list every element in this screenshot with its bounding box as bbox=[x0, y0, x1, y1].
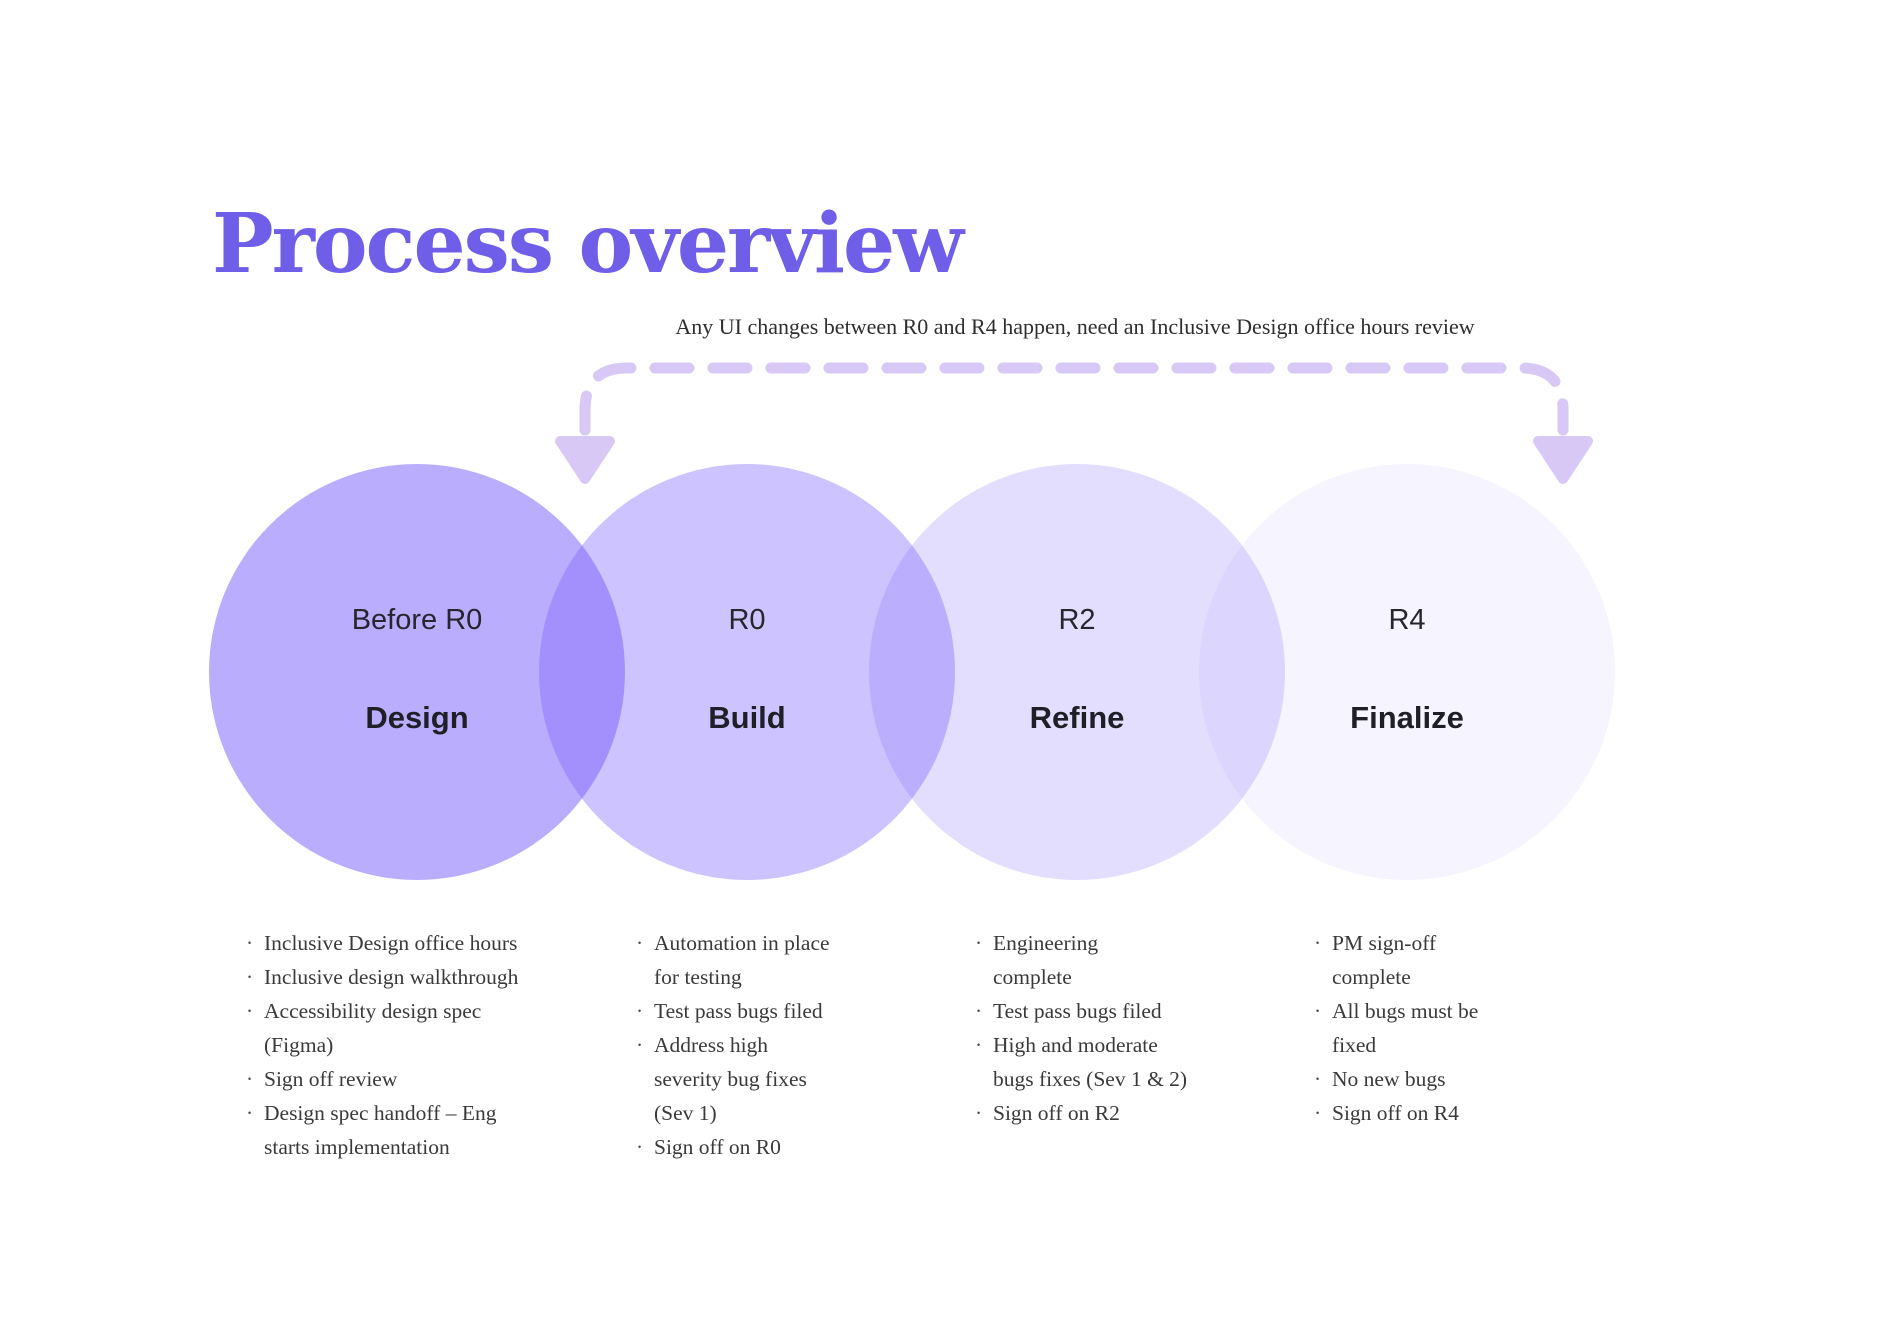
bullet-icon: · bbox=[246, 999, 254, 1023]
bullet-icon: · bbox=[636, 999, 644, 1023]
checklist-item-text: Accessibility design spec (Figma) bbox=[264, 999, 482, 1057]
checklist-item: · Sign off on R0 bbox=[636, 1130, 876, 1164]
stage-code-label: Before R0 bbox=[351, 604, 483, 636]
stage-name-label: Finalize bbox=[1350, 700, 1464, 735]
checklist-item: · High and moderate bugs fixes (Sev 1 & 2… bbox=[975, 1028, 1235, 1096]
checklist-item: · Design spec handoff – Eng starts implem… bbox=[246, 1096, 576, 1164]
checklist-item-text: Sign off on R0 bbox=[654, 1135, 781, 1159]
checklist-item: · Test pass bugs filed bbox=[975, 994, 1235, 1028]
checklist-item: · All bugs must be fixed bbox=[1314, 994, 1534, 1062]
checklist-item: · Inclusive Design office hours bbox=[246, 926, 576, 960]
checklist-item-text: Sign off review bbox=[264, 1067, 398, 1091]
checklist-item: · Sign off review bbox=[246, 1062, 576, 1096]
checklist-item-text: Engineering complete bbox=[993, 931, 1099, 989]
bullet-icon: · bbox=[975, 931, 983, 955]
checklist-item: · Sign off on R4 bbox=[1314, 1096, 1534, 1130]
checklist-item-text: Address high severity bug fixes (Sev 1) bbox=[654, 1033, 807, 1125]
stage-name-label: Build bbox=[708, 700, 786, 735]
checklist-item: · No new bugs bbox=[1314, 1062, 1534, 1096]
checklist-item-text: Inclusive design walkthrough bbox=[264, 965, 519, 989]
stage-checklist-finalize: · PM sign-off complete · All bugs must be … bbox=[1314, 926, 1534, 1130]
venn-circle-r2 bbox=[869, 464, 1285, 880]
bullet-icon: · bbox=[246, 931, 254, 955]
checklist-item-text: PM sign-off complete bbox=[1332, 931, 1437, 989]
bullet-icon: · bbox=[636, 931, 644, 955]
checklist-item: · Address high severity bug fixes (Sev 1) bbox=[636, 1028, 876, 1130]
bullet-icon: · bbox=[975, 1101, 983, 1125]
checklist-item: · Automation in place for testing bbox=[636, 926, 876, 994]
checklist-item-text: No new bugs bbox=[1332, 1067, 1446, 1091]
checklist-item: · Inclusive design walkthrough bbox=[246, 960, 576, 994]
checklist-item-text: Test pass bugs filed bbox=[993, 999, 1162, 1023]
stage-code-label: R0 bbox=[728, 604, 766, 636]
checklist-item: · Sign off on R2 bbox=[975, 1096, 1235, 1130]
stage-checklist-refine: · Engineering complete · Test pass bugs fi… bbox=[975, 926, 1235, 1130]
bullet-icon: · bbox=[1314, 1067, 1322, 1091]
bullet-icon: · bbox=[246, 1067, 254, 1091]
bullet-icon: · bbox=[636, 1033, 644, 1057]
bullet-icon: · bbox=[1314, 931, 1322, 955]
bullet-icon: · bbox=[636, 1135, 644, 1159]
stage-checklist-build: · Automation in place for testing · Test p… bbox=[636, 926, 876, 1164]
checklist-item: · Engineering complete bbox=[975, 926, 1235, 994]
bullet-icon: · bbox=[1314, 1101, 1322, 1125]
stage-name-label: Refine bbox=[1029, 700, 1125, 735]
bullet-icon: · bbox=[1314, 999, 1322, 1023]
venn-circle-r4 bbox=[1199, 464, 1615, 880]
checklist-item-text: Test pass bugs filed bbox=[654, 999, 823, 1023]
dashed-connector-line bbox=[579, 362, 1569, 436]
stage-code-label: R2 bbox=[1058, 604, 1096, 636]
annotation-text: Any UI changes between R0 and R4 happen,… bbox=[675, 314, 1475, 339]
stage-name-label: Design bbox=[365, 700, 469, 735]
arrow-down-icon bbox=[1533, 436, 1593, 484]
arrow-down-icon bbox=[555, 436, 615, 484]
checklist-item-text: Inclusive Design office hours bbox=[264, 931, 518, 955]
bullet-icon: · bbox=[975, 999, 983, 1023]
venn-circle-before-r0 bbox=[209, 464, 625, 880]
checklist-item-text: Design spec handoff – Eng starts impleme… bbox=[264, 1101, 497, 1159]
checklist-item: · PM sign-off complete bbox=[1314, 926, 1534, 994]
page-title: Process overview bbox=[212, 195, 964, 292]
checklist-item-text: Automation in place for testing bbox=[654, 931, 830, 989]
stage-checklist-design: · Inclusive Design office hours · Inclusiv… bbox=[246, 926, 576, 1164]
checklist-item-text: Sign off on R2 bbox=[993, 1101, 1120, 1125]
checklist-item: · Accessibility design spec (Figma) bbox=[246, 994, 576, 1062]
checklist-item: · Test pass bugs filed bbox=[636, 994, 876, 1028]
bullet-icon: · bbox=[246, 965, 254, 989]
bullet-icon: · bbox=[246, 1101, 254, 1125]
stage-code-label: R4 bbox=[1388, 604, 1426, 636]
venn-circle-r0 bbox=[539, 464, 955, 880]
bullet-icon: · bbox=[975, 1033, 983, 1057]
checklist-item-text: Sign off on R4 bbox=[1332, 1101, 1459, 1125]
checklist-item-text: All bugs must be fixed bbox=[1332, 999, 1479, 1057]
checklist-item-text: High and moderate bugs fixes (Sev 1 & 2) bbox=[993, 1033, 1188, 1091]
